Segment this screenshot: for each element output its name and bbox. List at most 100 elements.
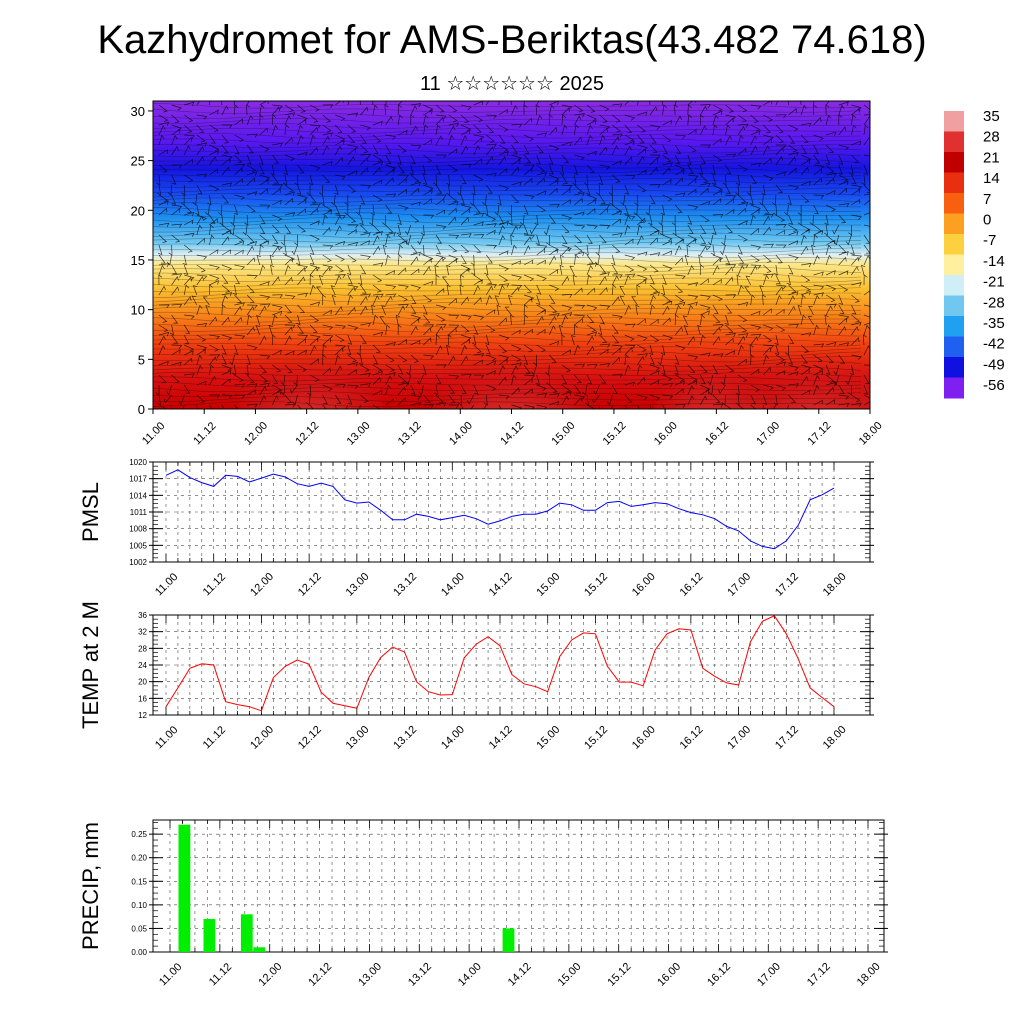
wind-barb bbox=[372, 314, 379, 326]
y-tick-label: 12 bbox=[138, 711, 147, 720]
wind-barb bbox=[523, 364, 531, 374]
contour-line bbox=[153, 167, 862, 174]
wind-barb bbox=[309, 164, 321, 171]
x-tick-label: 17.12 bbox=[805, 961, 833, 989]
wind-barb bbox=[460, 145, 469, 156]
wind-barb bbox=[322, 114, 332, 123]
wind-barb bbox=[561, 104, 573, 110]
wind-barb bbox=[838, 354, 846, 364]
wind-barb bbox=[860, 264, 866, 276]
wind-barb bbox=[166, 384, 172, 396]
x-tick-label: 16.12 bbox=[678, 724, 706, 752]
wind-barb bbox=[624, 114, 636, 121]
wind-barb bbox=[662, 300, 673, 306]
wind-barb bbox=[725, 124, 731, 136]
wind-barb bbox=[851, 337, 860, 346]
wind-barb bbox=[470, 254, 475, 266]
wind-barb bbox=[372, 331, 384, 337]
wind-barb bbox=[244, 364, 249, 376]
wind-barb bbox=[700, 310, 710, 316]
wind-barb bbox=[812, 104, 817, 116]
wind-barb bbox=[813, 254, 820, 266]
wind-barb bbox=[675, 169, 685, 176]
wind-barb bbox=[416, 374, 424, 385]
wind-barb bbox=[234, 404, 239, 409]
wind-barb bbox=[624, 254, 636, 261]
wind-barb bbox=[297, 334, 309, 339]
wind-barb bbox=[448, 254, 459, 262]
wind-barb bbox=[549, 284, 560, 292]
wind-barb bbox=[637, 217, 646, 226]
wind-barb bbox=[624, 214, 636, 220]
wind-barb bbox=[209, 134, 216, 144]
wind-barb bbox=[712, 326, 721, 336]
wind-barb bbox=[536, 315, 544, 326]
wind-barb bbox=[196, 156, 205, 166]
wind-barb bbox=[486, 370, 496, 376]
wind-barb bbox=[406, 364, 412, 376]
wind-barb bbox=[484, 204, 489, 216]
wind-barb bbox=[534, 214, 539, 226]
wind-barb bbox=[460, 254, 467, 265]
wind-barb bbox=[624, 224, 631, 236]
colorbar-label: -42 bbox=[983, 336, 1005, 353]
wind-barb bbox=[360, 284, 367, 294]
wind-barb bbox=[372, 354, 379, 365]
wind-barb bbox=[649, 154, 661, 159]
wind-barb bbox=[297, 194, 308, 201]
x-tick-label: 13.12 bbox=[391, 724, 419, 752]
wind-barb bbox=[849, 164, 854, 176]
wind-barb bbox=[297, 364, 308, 372]
wind-barb bbox=[209, 280, 219, 286]
wind-barb bbox=[545, 374, 550, 386]
wind-barb bbox=[826, 173, 837, 178]
wind-barb bbox=[441, 276, 449, 286]
wind-barb bbox=[725, 184, 731, 195]
wind-barb bbox=[360, 167, 369, 176]
wind-barb bbox=[762, 294, 767, 306]
wind-barb bbox=[761, 184, 766, 196]
wind-barb bbox=[486, 214, 497, 222]
wind-barb bbox=[800, 224, 811, 232]
wind-barb bbox=[763, 273, 774, 278]
wind-barb bbox=[851, 326, 859, 336]
wind-barb bbox=[397, 214, 402, 226]
wind-barb bbox=[398, 303, 409, 308]
wind-barb bbox=[861, 174, 866, 186]
wind-barb bbox=[763, 366, 772, 376]
wind-barb bbox=[687, 304, 694, 316]
wind-barb bbox=[460, 324, 470, 333]
wind-barb bbox=[234, 178, 243, 186]
wind-barb bbox=[423, 124, 429, 136]
wind-barb bbox=[863, 394, 870, 402]
wind-barb bbox=[813, 343, 825, 348]
wind-barb bbox=[256, 314, 261, 326]
wind-barb bbox=[259, 364, 268, 374]
wind-barb bbox=[599, 124, 611, 130]
wind-barb bbox=[838, 284, 849, 292]
wind-barb bbox=[182, 404, 185, 409]
contour-line bbox=[153, 256, 862, 263]
wind-barb bbox=[599, 271, 610, 277]
wind-barb bbox=[372, 224, 381, 234]
wind-barb bbox=[234, 316, 243, 326]
wind-barb bbox=[801, 364, 812, 371]
wind-barb bbox=[385, 232, 396, 237]
x-tick-label: 11.00 bbox=[153, 571, 180, 598]
wind-barb bbox=[405, 234, 412, 246]
wind-barb bbox=[599, 194, 606, 204]
wind-barb bbox=[687, 301, 698, 306]
wind-barb bbox=[620, 194, 626, 206]
wind-barb bbox=[183, 357, 193, 366]
wind-barb bbox=[460, 355, 469, 366]
wind-barb bbox=[433, 174, 437, 186]
wind-barb bbox=[297, 324, 304, 334]
wind-barb bbox=[410, 339, 421, 346]
wind-barb bbox=[360, 134, 367, 144]
wind-barbs bbox=[155, 101, 870, 409]
wind-barb bbox=[423, 314, 431, 324]
wind-barb bbox=[826, 381, 837, 387]
wind-barb bbox=[460, 404, 464, 409]
wind-barb bbox=[234, 167, 243, 176]
wind-barb bbox=[586, 224, 598, 230]
